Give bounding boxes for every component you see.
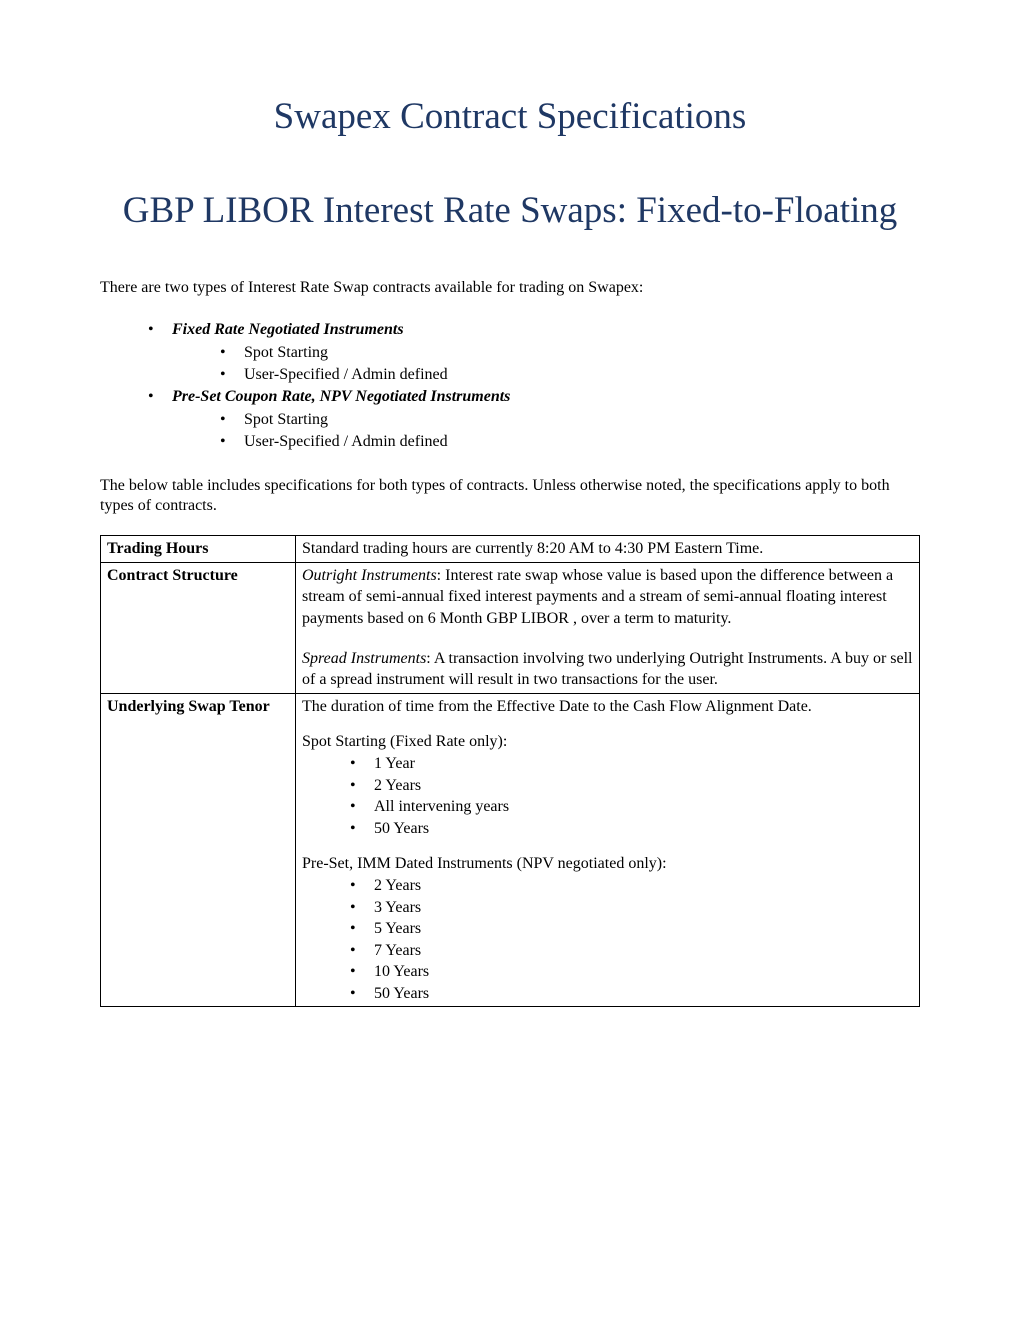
list-item: 10 Years <box>350 961 913 983</box>
category-label: Pre-Set Coupon Rate, NPV Negotiated Inst… <box>172 388 510 405</box>
list-item: Spot Starting <box>220 409 920 431</box>
tenor-spot-heading: Spot Starting (Fixed Rate only): <box>302 731 913 753</box>
list-item: Pre-Set Coupon Rate, NPV Negotiated Inst… <box>148 386 920 453</box>
structure-outright: Outright Instruments: Interest rate swap… <box>302 565 913 630</box>
main-title: Swapex Contract Specifications <box>100 95 920 138</box>
list-item: Spot Starting <box>220 342 920 364</box>
spec-value: Standard trading hours are currently 8:2… <box>296 536 920 563</box>
list-item: User-Specified / Admin defined <box>220 364 920 386</box>
spec-value: The duration of time from the Effective … <box>296 693 920 1007</box>
contract-types-list: Fixed Rate Negotiated Instruments Spot S… <box>100 319 920 453</box>
category-label: Fixed Rate Negotiated Instruments <box>172 321 404 338</box>
list-item: All intervening years <box>350 796 913 818</box>
tenor-preset-section: Pre-Set, IMM Dated Instruments (NPV nego… <box>302 853 913 1004</box>
list-item: 50 Years <box>350 818 913 840</box>
tenor-spot-list: 1 Year 2 Years All intervening years 50 … <box>302 753 913 839</box>
table-row: Contract Structure Outright Instruments:… <box>101 562 920 693</box>
intro-paragraph: There are two types of Interest Rate Swa… <box>100 279 920 297</box>
spec-value: Outright Instruments: Interest rate swap… <box>296 562 920 693</box>
structure-spread: Spread Instruments: A transaction involv… <box>302 648 913 691</box>
sub-list: Spot Starting User-Specified / Admin def… <box>172 342 920 387</box>
list-item: Fixed Rate Negotiated Instruments Spot S… <box>148 319 920 386</box>
list-item: 7 Years <box>350 940 913 962</box>
table-intro-paragraph: The below table includes specifications … <box>100 476 920 518</box>
list-item: 50 Years <box>350 983 913 1005</box>
spec-label: Contract Structure <box>101 562 296 693</box>
table-row: Trading Hours Standard trading hours are… <box>101 536 920 563</box>
tenor-preset-list: 2 Years 3 Years 5 Years 7 Years 10 Years… <box>302 875 913 1005</box>
outright-label: Outright Instruments <box>302 567 437 584</box>
list-item: 2 Years <box>350 775 913 797</box>
list-item: User-Specified / Admin defined <box>220 431 920 453</box>
tenor-preset-heading: Pre-Set, IMM Dated Instruments (NPV nego… <box>302 853 913 875</box>
spread-label: Spread Instruments <box>302 650 426 667</box>
tenor-definition: The duration of time from the Effective … <box>302 696 913 718</box>
sub-list: Spot Starting User-Specified / Admin def… <box>172 409 920 454</box>
sub-title: GBP LIBOR Interest Rate Swaps: Fixed-to-… <box>100 188 920 234</box>
list-item: 1 Year <box>350 753 913 775</box>
specifications-table: Trading Hours Standard trading hours are… <box>100 535 920 1007</box>
table-row: Underlying Swap Tenor The duration of ti… <box>101 693 920 1007</box>
tenor-spot-section: Spot Starting (Fixed Rate only): 1 Year … <box>302 731 913 839</box>
list-item: 3 Years <box>350 897 913 919</box>
spec-label: Underlying Swap Tenor <box>101 693 296 1007</box>
spec-label: Trading Hours <box>101 536 296 563</box>
list-item: 2 Years <box>350 875 913 897</box>
list-item: 5 Years <box>350 918 913 940</box>
